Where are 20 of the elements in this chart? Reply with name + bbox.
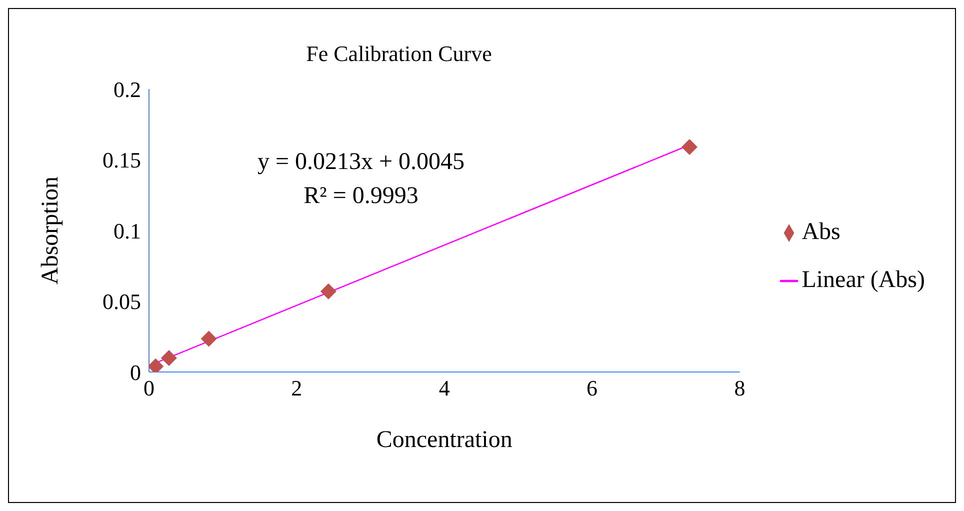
point [320,283,336,300]
point [200,330,217,347]
y-axis-title: Absorption [38,176,64,284]
chart-title: Fe Calibration Curve [306,41,492,66]
x-tick-label: 4 [438,376,450,401]
point [682,139,698,156]
legend-label: Abs [802,218,840,244]
x-tick-label: 8 [734,376,746,401]
annotation: R² = 0.9993 [304,183,418,209]
x-tick-label: 2 [291,376,302,401]
y-tick-label: 0.1 [114,218,141,244]
point [160,350,177,366]
y-tick-label: 0.05 [102,289,141,314]
legend-label: Linear (Abs) [802,266,925,292]
x-tick-label: 6 [586,376,598,401]
y-tick-label: 0.2 [114,76,141,102]
y-tick-label: 0 [130,360,141,385]
annotation: y = 0.0213x + 0.0045 [257,149,465,175]
y-tick-label: 0.15 [102,148,141,173]
x-axis-title: Concentration [376,427,512,453]
